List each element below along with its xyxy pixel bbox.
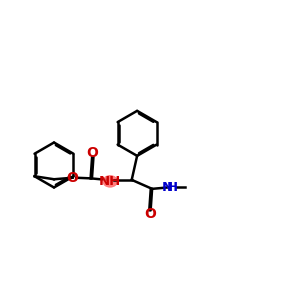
Text: O: O: [86, 146, 98, 160]
Text: NH: NH: [99, 175, 121, 188]
Text: O: O: [67, 171, 79, 185]
Text: H: H: [167, 181, 178, 194]
Text: O: O: [145, 207, 157, 221]
Text: N: N: [162, 181, 173, 194]
Ellipse shape: [102, 175, 118, 188]
